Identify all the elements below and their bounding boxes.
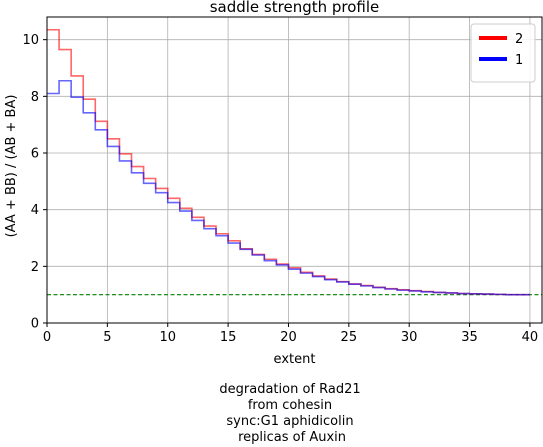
x-axis-label: extent bbox=[274, 352, 316, 367]
legend-frame bbox=[470, 23, 536, 83]
legend: 21 bbox=[470, 23, 536, 83]
caption-line: sync:G1 aphidicolin bbox=[226, 414, 354, 429]
x-tick-label: 25 bbox=[341, 330, 358, 345]
x-tick-label: 30 bbox=[401, 330, 418, 345]
legend-label: 2 bbox=[515, 32, 523, 47]
y-axis-label: (AA + BB) / (AB + BA) bbox=[4, 95, 19, 238]
legend-label: 1 bbox=[515, 53, 523, 68]
caption-line: from cohesin bbox=[247, 398, 333, 413]
x-tick-label: 20 bbox=[280, 330, 297, 345]
x-tick-label: 10 bbox=[159, 330, 176, 345]
x-tick-label: 35 bbox=[461, 330, 478, 345]
x-axis-ticks: 0 5 10 15 20 25 30 35 40 bbox=[43, 323, 538, 345]
x-tick-label: 15 bbox=[220, 330, 237, 345]
plot-frame bbox=[46, 16, 543, 324]
y-tick-label: 6 bbox=[31, 147, 39, 162]
x-tick-label: 40 bbox=[522, 330, 539, 345]
y-tick-label: 8 bbox=[31, 90, 39, 105]
caption-line: replicas of Auxin bbox=[233, 430, 347, 445]
x-tick-label: 5 bbox=[103, 330, 111, 345]
x-tick-label: 0 bbox=[43, 330, 51, 345]
y-tick-label: 2 bbox=[31, 260, 39, 275]
figure-caption: degradation of Rad21 from cohesin sync:G… bbox=[40, 382, 540, 446]
chart-title: saddle strength profile bbox=[210, 0, 380, 16]
y-axis-ticks: 0 2 4 6 8 10 bbox=[22, 33, 47, 332]
y-tick-label: 10 bbox=[22, 33, 39, 48]
caption-line: degradation of Rad21 bbox=[219, 382, 361, 397]
grid bbox=[46, 17, 542, 324]
series-line-1 bbox=[47, 79, 530, 296]
series-layer bbox=[47, 28, 530, 296]
y-tick-label: 4 bbox=[31, 203, 39, 218]
y-tick-label: 0 bbox=[31, 317, 39, 332]
